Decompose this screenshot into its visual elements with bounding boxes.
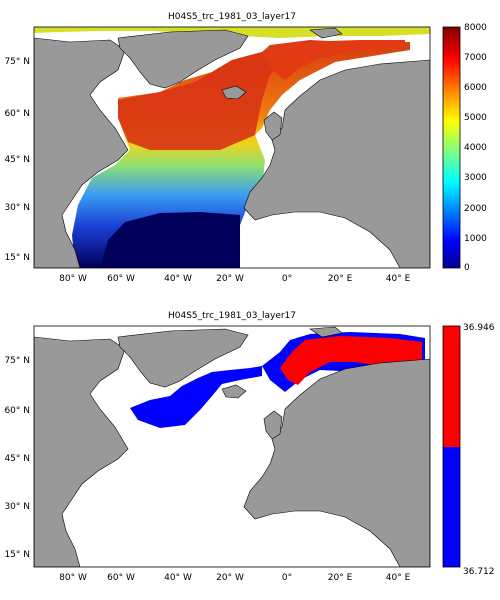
top-cb-tick-7000: 7000	[464, 53, 487, 63]
bottom-land-british-isles	[263, 410, 283, 440]
top-cb-tick-8000: 8000	[464, 23, 487, 33]
top-cb-tick-4000: 4000	[464, 143, 487, 153]
top-y-tick-45n: 45° N	[4, 155, 30, 165]
bottom-blue-band	[130, 366, 262, 428]
top-x-tick-20e: 20° E	[328, 274, 353, 284]
bottom-x-tick-20w: 20° W	[216, 573, 244, 583]
bottom-y-tick-45n: 45° N	[4, 454, 30, 464]
top-cb-tick-1000: 1000	[464, 234, 487, 244]
bottom-y-tick-60n: 60° N	[4, 406, 30, 416]
bottom-y-tick-75n: 75° N	[4, 356, 30, 366]
top-colorbar: 8000 7000 6000 5000 4000 3000 2000 1000 …	[442, 23, 487, 273]
bottom-cb-min: 36.712	[463, 567, 495, 577]
bottom-land-north-america	[34, 336, 129, 567]
top-x-tick-0: 0°	[282, 274, 292, 284]
top-x-ticks: 80° W 60° W 40° W 20° W 0° 20° E 40° E	[59, 274, 410, 284]
bottom-colorbar-blue	[443, 447, 460, 567]
top-x-tick-40e: 40° E	[386, 274, 411, 284]
top-map-frame	[33, 26, 431, 269]
top-y-tick-15n: 15° N	[4, 253, 30, 263]
top-land-europe-africa	[243, 59, 430, 268]
top-panel: H04S5_trc_1981_03_layer17 80°	[4, 12, 487, 284]
top-y-ticks: 75° N 60° N 45° N 30° N 15° N	[4, 57, 30, 263]
top-y-tick-30n: 30° N	[4, 203, 30, 213]
bottom-land-europe-africa	[243, 358, 430, 567]
top-land-british-isles	[263, 111, 283, 141]
bottom-land-iceland	[221, 384, 247, 399]
top-cb-tick-3000: 3000	[464, 173, 487, 183]
top-cb-tick-5000: 5000	[464, 113, 487, 123]
bottom-x-tick-80w: 80° W	[59, 573, 87, 583]
bottom-map-frame	[33, 325, 431, 568]
top-cb-tick-2000: 2000	[464, 204, 487, 214]
bottom-red-north	[280, 336, 422, 385]
top-x-tick-60w: 60° W	[107, 274, 135, 284]
bottom-x-tick-0: 0°	[282, 573, 292, 583]
bottom-colorbar-red	[443, 326, 460, 447]
bottom-x-tick-60w: 60° W	[107, 573, 135, 583]
bottom-y-ticks: 75° N 60° N 45° N 30° N 15° N	[4, 356, 30, 560]
bottom-land-greenland	[117, 328, 249, 388]
top-y-tick-75n: 75° N	[4, 57, 30, 67]
bottom-title: H04S5_trc_1981_03_layer17	[168, 311, 296, 321]
top-cb-tick-6000: 6000	[464, 83, 487, 93]
top-land-greenland	[117, 29, 249, 89]
bottom-x-tick-40e: 40° E	[386, 573, 411, 583]
bottom-x-tick-20e: 20° E	[328, 573, 353, 583]
top-land-north-america	[34, 37, 129, 268]
top-map	[34, 27, 430, 268]
bottom-x-tick-40w: 40° W	[164, 573, 192, 583]
bottom-x-ticks: 80° W 60° W 40° W 20° W 0° 20° E 40° E	[59, 573, 410, 583]
bottom-colorbar-frame	[442, 325, 461, 568]
bottom-cb-max: 36.946	[463, 323, 495, 333]
top-norwegian-sea-red	[262, 40, 405, 80]
top-land-svalbard	[309, 27, 343, 39]
top-x-tick-20w: 20° W	[216, 274, 244, 284]
bottom-land-svalbard	[309, 326, 343, 338]
top-title: H04S5_trc_1981_03_layer17	[168, 12, 296, 22]
top-cb-tick-0: 0	[464, 263, 470, 273]
bottom-y-tick-30n: 30° N	[4, 502, 30, 512]
top-x-tick-40w: 40° W	[164, 274, 192, 284]
top-deep-blue-block	[100, 212, 240, 268]
top-red-region	[118, 48, 300, 150]
top-y-tick-60n: 60° N	[4, 109, 30, 119]
bottom-map	[34, 326, 430, 567]
bottom-colorbar: 36.946 36.712	[442, 323, 495, 577]
top-x-tick-80w: 80° W	[59, 274, 87, 284]
bottom-y-tick-15n: 15° N	[4, 550, 30, 560]
top-colorbar-gradient	[442, 26, 461, 269]
top-land-iceland	[221, 85, 247, 100]
bottom-panel: H04S5_trc_1981_03_layer17 80° W 60° W 4	[4, 311, 494, 583]
